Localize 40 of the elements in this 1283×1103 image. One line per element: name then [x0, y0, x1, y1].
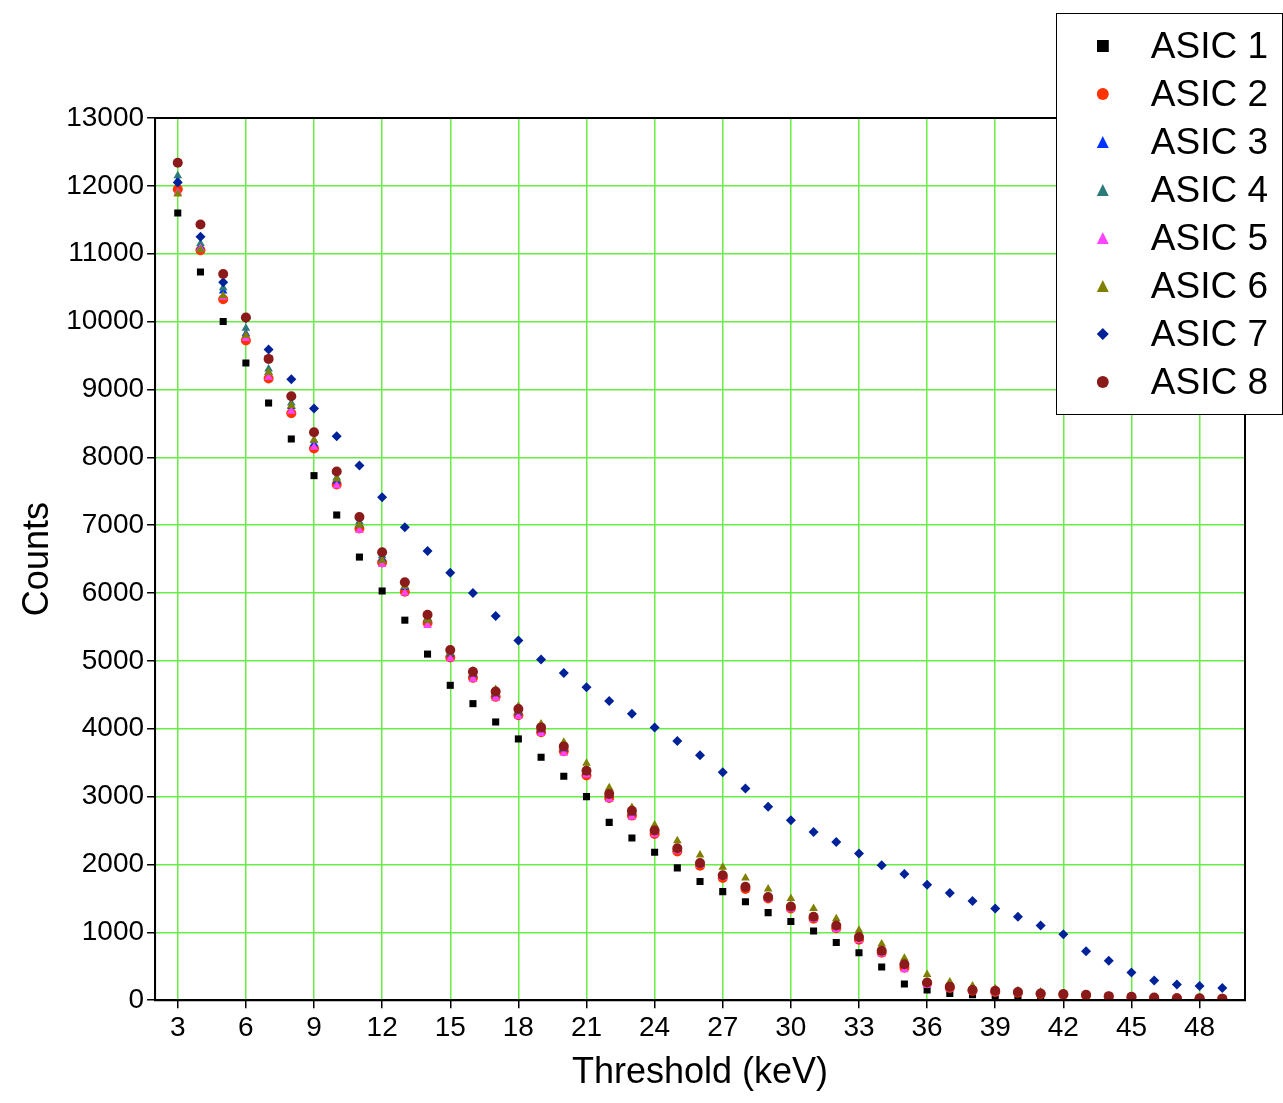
x-tick-label: 18 — [502, 1010, 534, 1042]
y-tick-label: 0 — [128, 982, 145, 1014]
x-tick-label: 21 — [570, 1010, 603, 1042]
x-tick-label: 9 — [306, 1010, 322, 1042]
y-tick-label: 4000 — [81, 711, 145, 743]
y-tick-label: 11000 — [68, 236, 145, 268]
y-axis-title: Counts — [14, 502, 56, 617]
legend-label: ASIC 1 — [1150, 25, 1268, 67]
y-tick-label: 5000 — [81, 643, 145, 675]
x-tick-label: 15 — [434, 1010, 466, 1042]
x-tick-label: 42 — [1047, 1010, 1079, 1042]
y-tick-label: 13000 — [66, 100, 145, 132]
legend-label: ASIC 5 — [1150, 217, 1268, 259]
x-tick-label: 33 — [843, 1010, 875, 1042]
y-tick-label: 2000 — [81, 847, 145, 879]
legend-label: ASIC 7 — [1150, 313, 1268, 355]
legend-label: ASIC 8 — [1150, 361, 1268, 403]
y-tick-label: 1000 — [81, 915, 145, 947]
y-tick-label: 12000 — [66, 168, 145, 200]
legend-label: ASIC 4 — [1150, 169, 1268, 211]
legend-label: ASIC 3 — [1150, 121, 1268, 163]
y-tick-label: 10000 — [66, 304, 145, 336]
y-tick-label: 9000 — [81, 372, 145, 404]
x-tick-label: 36 — [911, 1010, 943, 1042]
x-tick-label: 30 — [775, 1010, 807, 1042]
x-tick-label: 48 — [1184, 1010, 1216, 1042]
x-axis-title: Threshold (keV) — [571, 1050, 829, 1092]
y-tick-label: 6000 — [81, 575, 145, 607]
x-tick-label: 39 — [979, 1010, 1011, 1042]
legend-label: ASIC 2 — [1150, 73, 1268, 115]
y-tick-label: 7000 — [81, 507, 145, 539]
x-tick-label: 6 — [238, 1010, 254, 1042]
y-tick-label: 3000 — [81, 779, 145, 811]
y-tick-label: 8000 — [81, 440, 145, 472]
x-tick-label: 24 — [639, 1010, 671, 1042]
x-tick-label: 3 — [169, 1010, 186, 1042]
x-tick-label: 27 — [707, 1010, 739, 1042]
x-tick-label: 12 — [366, 1010, 398, 1042]
x-tick-label: 45 — [1115, 1010, 1148, 1042]
legend-label: ASIC 6 — [1150, 265, 1268, 307]
